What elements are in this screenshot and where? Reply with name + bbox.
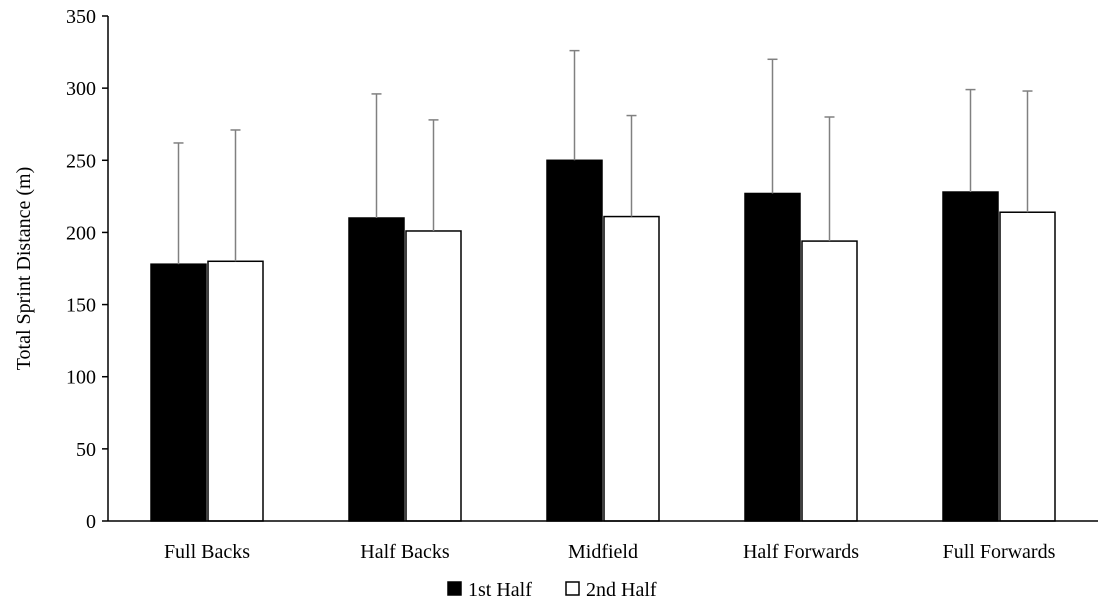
x-tick-label: Full Backs (164, 541, 250, 563)
y-tick-label: 300 (66, 78, 96, 100)
bar-1st-half (150, 263, 207, 522)
legend-label-1st-half: 1st Half (468, 579, 532, 601)
y-tick-label: 0 (86, 511, 96, 533)
y-tick-label: 150 (66, 295, 96, 317)
bar-2nd-half (207, 260, 264, 522)
x-tick-label: Full Forwards (943, 541, 1056, 563)
bar-2nd-half (405, 230, 462, 522)
error-bars-layer (173, 49, 1033, 265)
bar-2nd-half (801, 240, 858, 522)
y-ticks-layer: 0 50 100 150 200 250 300 350 (66, 6, 108, 533)
legend-label-2nd-half: 2nd Half (586, 579, 657, 601)
y-tick-label: 200 (66, 222, 96, 244)
y-tick-label: 250 (66, 150, 96, 172)
bar-2nd-half (999, 211, 1056, 522)
bar-2nd-half (603, 215, 660, 522)
legend-swatch-2nd-half (565, 581, 580, 596)
y-tick-label: 350 (66, 6, 96, 28)
axes-layer (107, 16, 1098, 522)
bars-layer (150, 159, 1056, 522)
x-tick-label: Half Forwards (743, 541, 859, 563)
legend: 1st Half 2nd Half (447, 579, 657, 601)
x-tick-labels-layer: Full Backs Half Backs Midfield Half Forward… (164, 541, 1056, 563)
bar-1st-half (546, 159, 603, 522)
x-tick-label: Midfield (568, 541, 638, 563)
y-tick-label: 100 (66, 367, 96, 389)
y-axis-title: Total Sprint Distance (m) (13, 167, 35, 371)
legend-swatch-1st-half (447, 581, 462, 596)
bar-1st-half (348, 217, 405, 522)
y-tick-label: 50 (76, 439, 96, 461)
bar-1st-half (744, 192, 801, 522)
x-tick-label: Half Backs (360, 541, 450, 563)
bar-1st-half (942, 191, 999, 522)
